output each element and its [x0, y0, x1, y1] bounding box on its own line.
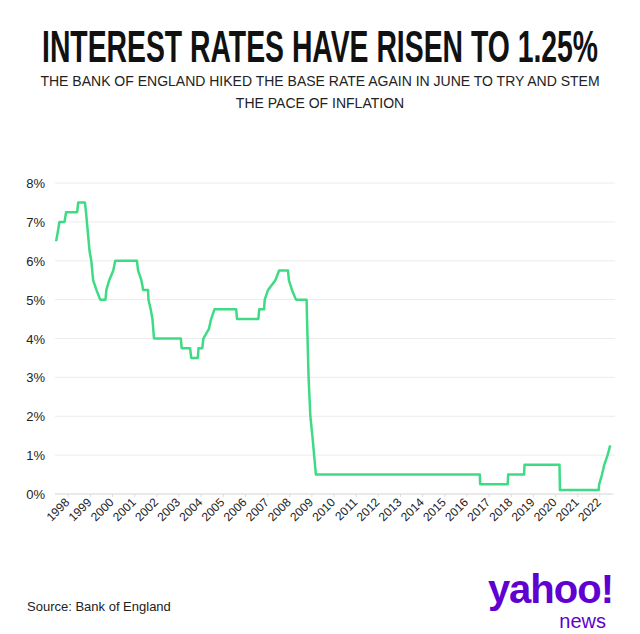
- x-tick: [555, 494, 556, 497]
- x-tick: [156, 494, 157, 497]
- x-tick: [511, 494, 512, 497]
- x-tick-label: 2005: [199, 495, 228, 524]
- grid-line: [55, 221, 615, 222]
- title: INTEREST RATES HAVE RISEN TO 1.25%: [42, 21, 598, 72]
- subtitle: THE BANK OF ENGLAND HIKED THE BASE RATE …: [40, 73, 599, 89]
- logo-subtitle: news: [559, 610, 606, 632]
- grid-line: [55, 377, 615, 378]
- x-tick-label: 2017: [464, 495, 493, 524]
- grid-line: [55, 183, 615, 184]
- x-tick-label: 2011: [332, 495, 360, 523]
- logo: yahoo!: [488, 567, 613, 611]
- x-tick: [334, 494, 335, 497]
- plot-area: [56, 202, 610, 490]
- x-tick: [112, 494, 113, 497]
- grid-line: [55, 338, 615, 339]
- page: {"chart_data": { "type": "line", "title"…: [0, 0, 640, 634]
- x-tick-label: 2015: [420, 495, 449, 524]
- x-tick-label: 1999: [66, 495, 95, 524]
- x-tick: [356, 494, 357, 497]
- x-tick: [533, 494, 534, 497]
- x-tick-label: 2007: [243, 495, 272, 524]
- y-tick-label: 6%: [26, 254, 45, 269]
- x-tick-label: 2016: [442, 495, 471, 524]
- x-tick-label: 2009: [287, 495, 316, 524]
- y-tick-label: 4%: [26, 332, 45, 347]
- x-tick-label: 2008: [265, 495, 294, 524]
- x-tick-label: 2022: [575, 495, 604, 524]
- x-tick: [90, 494, 91, 497]
- y-tick-label: 2%: [26, 409, 45, 424]
- x-tick: [444, 494, 445, 497]
- y-tick-label: 0%: [26, 487, 45, 502]
- x-tick-label: 2002: [132, 495, 161, 524]
- grid-line: [55, 455, 615, 456]
- x-tick-label: 2012: [354, 495, 383, 524]
- axes: 0%1%2%3%4%5%6%7%8%1998199920002001200220…: [26, 176, 615, 524]
- x-tick: [489, 494, 490, 497]
- x-tick: [311, 494, 312, 497]
- x-tick-label: 2020: [531, 495, 560, 524]
- subtitle: THE PACE OF INFLATION: [236, 95, 404, 111]
- x-tick: [400, 494, 401, 497]
- x-tick: [267, 494, 268, 497]
- grid-line: [55, 299, 615, 300]
- x-tick-label: 2018: [487, 495, 516, 524]
- y-tick-label: 3%: [26, 370, 45, 385]
- x-tick-label: 2004: [177, 495, 206, 524]
- x-tick: [245, 494, 246, 497]
- x-axis-line: [55, 494, 612, 495]
- x-tick: [201, 494, 202, 497]
- x-tick: [68, 494, 69, 497]
- x-tick: [378, 494, 379, 497]
- x-tick-label: 2010: [309, 495, 338, 524]
- x-tick-label: 2000: [88, 495, 117, 524]
- grid-line: [55, 260, 615, 261]
- x-tick: [289, 494, 290, 497]
- chart: INTEREST RATES HAVE RISEN TO 1.25%THE BA…: [0, 0, 640, 634]
- x-tick-label: 1998: [44, 495, 73, 524]
- grid-line: [55, 416, 615, 417]
- y-tick-label: 1%: [26, 448, 45, 463]
- source: Source: Bank of England: [27, 599, 171, 614]
- x-tick: [223, 494, 224, 497]
- x-tick-label: 2014: [398, 495, 427, 524]
- x-tick: [577, 494, 578, 497]
- rate-line: [56, 202, 610, 490]
- x-tick: [422, 494, 423, 497]
- x-tick-label: 2019: [509, 495, 538, 524]
- x-tick-label: 2001: [110, 495, 139, 524]
- x-tick-label: 2021: [553, 495, 582, 524]
- y-tick-label: 8%: [26, 176, 45, 191]
- x-tick: [599, 494, 600, 497]
- x-tick-label: 2013: [376, 495, 405, 524]
- x-tick-label: 2003: [154, 495, 183, 524]
- y-tick-label: 7%: [26, 215, 45, 230]
- x-tick-label: 2006: [221, 495, 250, 524]
- x-tick: [179, 494, 180, 497]
- x-tick: [466, 494, 467, 497]
- grid-line: [55, 494, 615, 495]
- x-tick: [134, 494, 135, 497]
- y-tick-label: 5%: [26, 293, 45, 308]
